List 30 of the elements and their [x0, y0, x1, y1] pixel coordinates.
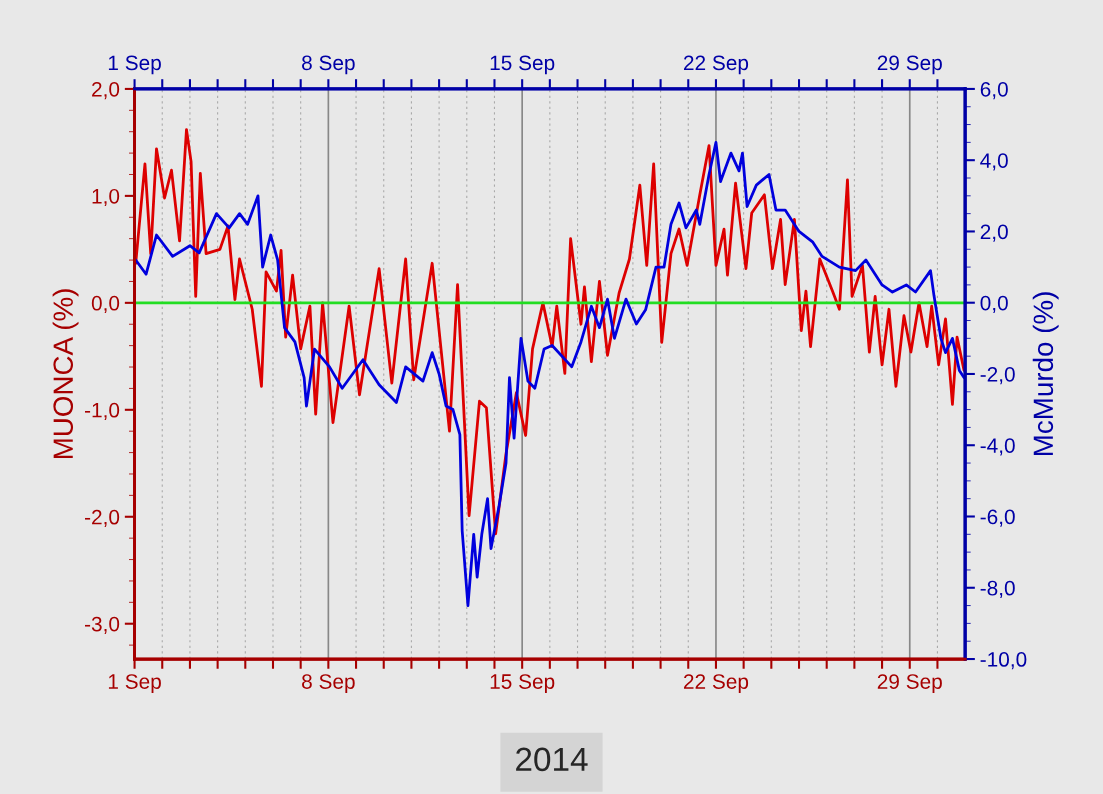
y-tick-label: -2,0	[85, 509, 120, 527]
y-tick-label: 0,0	[91, 295, 120, 314]
y2-tick-label: 0,0	[980, 295, 1008, 313]
x-tick-label: 1 Sep	[108, 55, 161, 75]
y2-tick-label: -6,0	[980, 509, 1015, 527]
y-axis-title: MUONCA (%)	[52, 289, 79, 459]
y2-tick-label: -2,0	[980, 366, 1015, 385]
y-tick-label: 1,0	[92, 188, 120, 207]
x-tick-label: 29 Sep	[877, 55, 942, 75]
y2-tick-label: -10,0	[980, 652, 1027, 670]
y2-tick-label: 6,0	[980, 81, 1008, 100]
y2-tick-label: -4,0	[980, 438, 1015, 456]
x2-tick-label: 1 Sep	[108, 674, 161, 694]
x2-tick-label: 8 Sep	[302, 674, 355, 694]
y2-tick-label: -8,0	[980, 580, 1015, 598]
y-tick-label: 2,0	[92, 81, 120, 100]
x-tick-label: 15 Sep	[490, 55, 555, 75]
x-tick-label: 8 Sep	[302, 55, 355, 75]
y2-axis-title: McMurdo (%)	[1032, 292, 1059, 456]
y2-tick-label: 4,0	[980, 153, 1008, 171]
x-tick-label: 22 Sep	[683, 55, 749, 75]
line-series	[134, 140, 966, 607]
y2-tick-label: 2,0	[980, 224, 1008, 242]
line-series	[134, 128, 966, 536]
y-tick-label: -1,0	[85, 402, 120, 421]
x2-tick-label: 22 Sep	[683, 674, 749, 694]
y-tick-label: -3,0	[85, 616, 120, 634]
x2-tick-label: 29 Sep	[877, 674, 942, 694]
text: 2014	[516, 747, 588, 772]
x2-tick-label: 15 Sep	[490, 674, 555, 694]
